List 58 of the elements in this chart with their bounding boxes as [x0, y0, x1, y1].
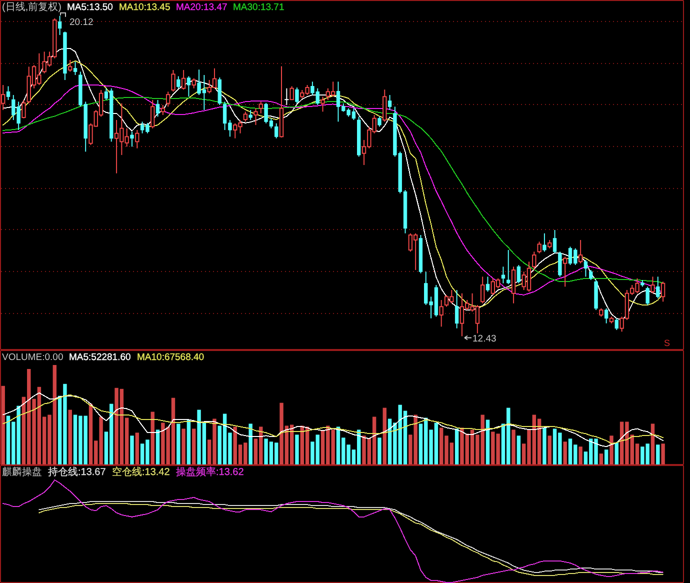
chart-title: 麒麟操盘 [2, 466, 42, 478]
bar [1, 386, 5, 464]
text: MA10:67568.40 [137, 352, 204, 363]
bar [156, 430, 160, 464]
bar [150, 412, 154, 464]
bar [563, 442, 567, 464]
candlestick [511, 266, 516, 304]
candlestick [388, 94, 392, 110]
candlestick [160, 104, 166, 116]
bar [182, 428, 186, 464]
bar [610, 436, 614, 464]
text: 持仓线:13.67 [48, 466, 106, 478]
annotation: 20.12 [70, 16, 94, 28]
bar [454, 428, 459, 464]
candlestick [6, 86, 10, 100]
bar [295, 434, 299, 464]
chart-title: VOLUME:0.00 [2, 352, 64, 363]
candlestick [156, 100, 160, 118]
bar [176, 424, 180, 464]
text: MA20:13.47 [176, 2, 228, 13]
bar [614, 442, 618, 464]
bar [68, 410, 72, 464]
text: 空仓线:13.42 [112, 466, 170, 478]
candlestick [501, 266, 506, 284]
bar [516, 436, 521, 464]
candlestick [284, 88, 290, 106]
candlestick [58, 15, 62, 36]
candlestick [320, 96, 325, 112]
candlestick [454, 290, 459, 329]
text: MA10:13.45 [119, 2, 170, 13]
bar [248, 424, 252, 464]
candlestick [135, 130, 140, 149]
bar [186, 420, 191, 464]
candlestick [130, 131, 134, 148]
bar [656, 444, 660, 464]
bar [130, 436, 134, 464]
text: MA5:13.50 [67, 2, 113, 13]
bar [599, 454, 604, 464]
bar [512, 430, 516, 464]
bar [650, 424, 655, 464]
text: 操盘频率:13.62 [176, 466, 244, 478]
bar [135, 432, 139, 464]
bar [604, 450, 608, 464]
bar [661, 444, 665, 464]
bar [486, 420, 490, 464]
chart-title: (日线,前复权) [2, 1, 62, 13]
annotation: S [664, 338, 670, 348]
annotation: 12.43 [472, 333, 496, 344]
candlestick [73, 61, 78, 76]
bar [548, 436, 552, 464]
bar [192, 428, 196, 464]
bar [382, 408, 386, 464]
bar [542, 428, 546, 464]
text: MA5:52281.60 [69, 352, 131, 363]
text: MA30:13.71 [233, 2, 284, 13]
bar [578, 446, 582, 464]
candlestick [532, 251, 536, 270]
bar [378, 438, 382, 464]
